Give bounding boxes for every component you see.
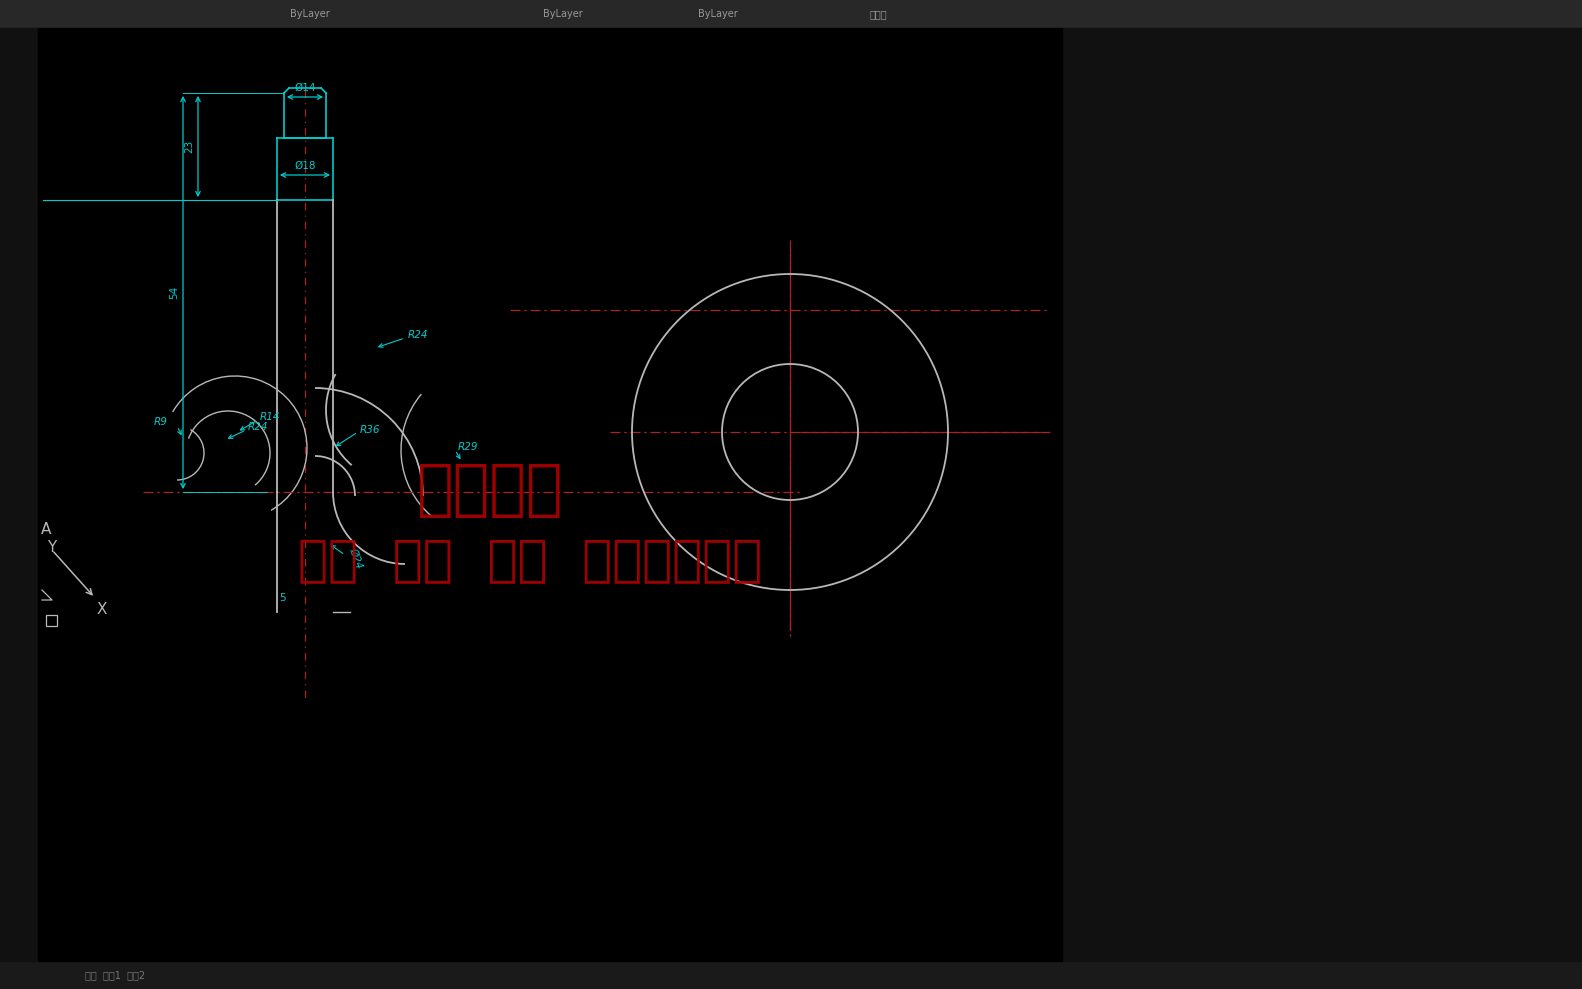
Text: 模型  布局1  布局2: 模型 布局1 布局2 — [85, 970, 146, 980]
Bar — [0, 28, 38, 961]
Bar — [38, 28, 1062, 961]
Bar — [0, 0, 1582, 28]
Text: R9: R9 — [153, 417, 168, 427]
Text: 54: 54 — [169, 286, 179, 299]
Text: A: A — [41, 522, 51, 537]
Text: R14: R14 — [259, 412, 280, 422]
Text: R24: R24 — [248, 422, 269, 432]
Text: 橡果教育: 橡果教育 — [416, 461, 563, 519]
Text: Ø24: Ø24 — [348, 546, 365, 570]
Text: ByLayer: ByLayer — [290, 9, 331, 19]
Text: ByLayer: ByLayer — [698, 9, 737, 19]
Text: R36: R36 — [361, 425, 381, 435]
Bar — [0, 961, 1582, 989]
Text: 随颜色: 随颜色 — [869, 9, 888, 19]
Text: 23: 23 — [184, 139, 195, 153]
Text: Ø14: Ø14 — [294, 83, 316, 93]
Bar — [46, 615, 57, 626]
Bar — [1062, 28, 1582, 961]
Text: 5: 5 — [280, 593, 286, 603]
Text: R24: R24 — [408, 330, 429, 340]
Text: X: X — [97, 602, 108, 617]
Text: R29: R29 — [459, 442, 478, 452]
Text: 电商  美工  模具  会计培训学校: 电商 美工 模具 会计培训学校 — [297, 536, 763, 584]
Text: ByLayer: ByLayer — [543, 9, 582, 19]
Text: Ø18: Ø18 — [294, 161, 316, 171]
Text: Y: Y — [47, 541, 57, 556]
